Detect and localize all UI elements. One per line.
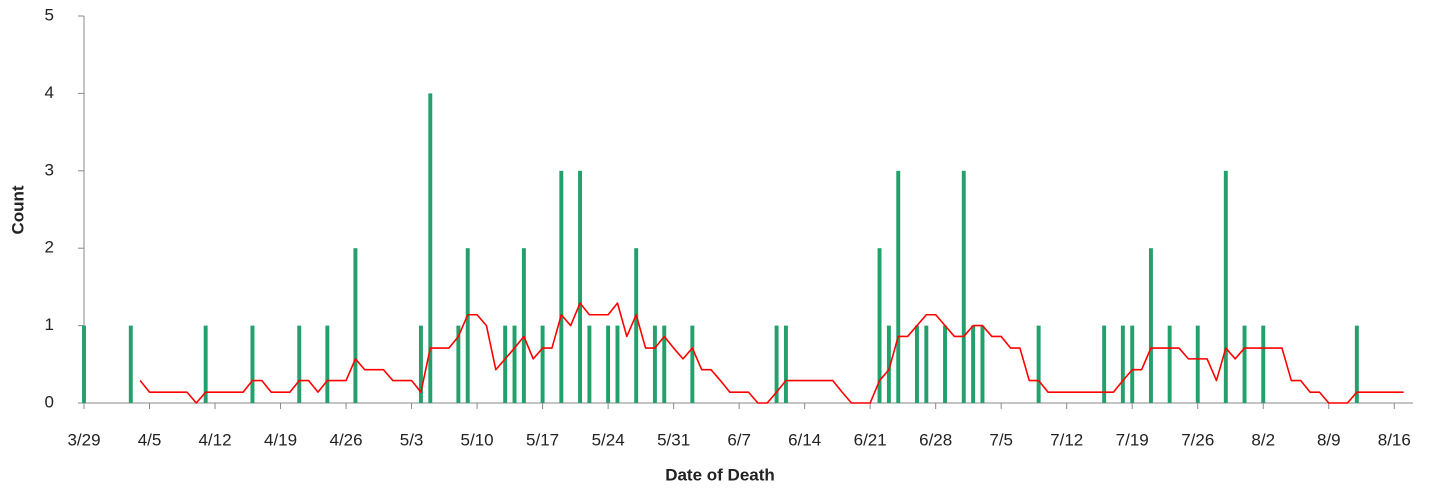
x-tick-label: 3/29: [67, 430, 100, 449]
bar: [896, 170, 901, 403]
x-tick-label: 8/9: [1317, 430, 1341, 449]
bar: [1195, 325, 1200, 403]
y-tick-label: 1: [45, 315, 54, 334]
y-tick-label: 4: [45, 83, 54, 102]
bar: [82, 325, 86, 403]
x-tick-label: 5/24: [592, 430, 625, 449]
y-tick-label: 5: [45, 5, 54, 24]
bar: [559, 170, 564, 403]
x-tick-label: 7/26: [1181, 430, 1214, 449]
y-tick-label: 2: [45, 238, 54, 257]
bar: [297, 325, 302, 403]
x-tick-label: 5/10: [461, 430, 494, 449]
bar: [540, 325, 545, 403]
bar: [943, 325, 948, 403]
bar: [512, 325, 517, 403]
bar: [250, 325, 255, 403]
x-tick-label: 6/14: [788, 430, 821, 449]
x-axis-title: Date of Death: [665, 465, 775, 484]
x-tick-label: 8/2: [1251, 430, 1275, 449]
bar: [924, 325, 929, 403]
bar: [774, 325, 779, 403]
x-tick-label: 8/16: [1378, 430, 1411, 449]
x-tick-label: 7/19: [1116, 430, 1149, 449]
bar: [971, 325, 976, 403]
bar: [690, 325, 695, 403]
bar: [1261, 325, 1266, 403]
bar: [587, 325, 592, 403]
bar: [914, 325, 919, 403]
bar: [1242, 325, 1247, 403]
bar: [353, 248, 358, 403]
y-tick-label: 3: [45, 160, 54, 179]
bar: [521, 248, 526, 403]
bar: [1102, 325, 1107, 403]
x-tick-label: 5/3: [400, 430, 424, 449]
x-tick-label: 6/21: [854, 430, 887, 449]
bar: [1223, 170, 1228, 403]
bar: [325, 325, 330, 403]
y-tick-label: 0: [45, 392, 54, 411]
bar: [578, 170, 583, 403]
x-tick-label: 7/5: [989, 430, 1013, 449]
bar: [418, 325, 423, 403]
bar: [652, 325, 657, 403]
bar: [615, 325, 620, 403]
bar: [606, 325, 611, 403]
bar: [1167, 325, 1172, 403]
bar: [634, 248, 639, 403]
bar: [886, 325, 891, 403]
x-tick-label: 4/26: [330, 430, 363, 449]
bar: [1148, 248, 1153, 403]
x-tick-label: 6/7: [727, 430, 751, 449]
bar: [128, 325, 133, 403]
bar: [961, 170, 966, 403]
bar: [1354, 325, 1359, 403]
bar: [980, 325, 985, 403]
x-tick-label: 4/5: [138, 430, 162, 449]
bar: [1120, 325, 1125, 403]
x-tick-label: 4/12: [198, 430, 231, 449]
bar: [1036, 325, 1041, 403]
bar: [877, 248, 882, 403]
bar: [1130, 325, 1135, 403]
moving-average-line: [139, 302, 1404, 404]
bar: [662, 325, 667, 403]
x-tick-label: 5/17: [526, 430, 559, 449]
bar: [783, 325, 788, 403]
x-tick-label: 5/31: [657, 430, 690, 449]
y-axis-title: Count: [8, 185, 27, 234]
x-tick-label: 4/19: [264, 430, 297, 449]
x-tick-label: 7/12: [1050, 430, 1083, 449]
bar: [203, 325, 208, 403]
bar: [465, 248, 470, 403]
x-tick-label: 6/28: [919, 430, 952, 449]
bar: [503, 325, 508, 403]
bar: [428, 93, 433, 404]
bar: [456, 325, 461, 403]
